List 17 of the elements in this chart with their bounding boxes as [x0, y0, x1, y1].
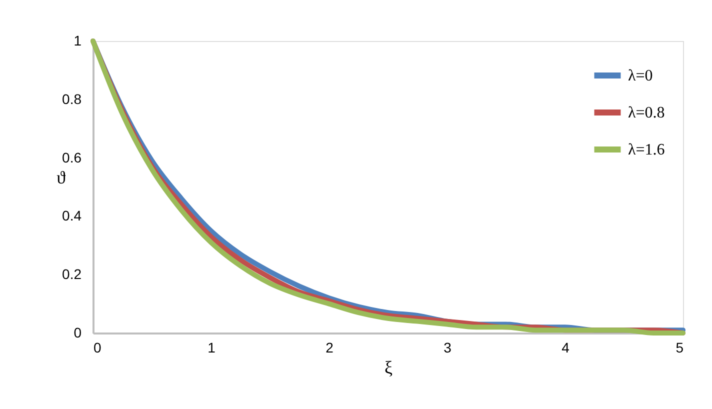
legend-label: λ=0 — [628, 68, 653, 84]
y-tick-label: 0 — [74, 324, 82, 340]
x-tick-label: 1 — [208, 340, 216, 356]
x-tick-label: 2 — [326, 340, 334, 356]
x-tick-label: 3 — [444, 340, 452, 356]
y-tick-label: 0.4 — [62, 208, 82, 224]
y-tick-label: 1 — [74, 32, 82, 48]
x-axis-title: ξ — [384, 358, 393, 378]
legend-label: λ=0.8 — [628, 104, 665, 122]
legend-label: λ=1.6 — [628, 142, 665, 158]
x-tick-label: 4 — [562, 340, 570, 356]
y-axis-title: ϑ — [56, 168, 66, 188]
y-tick-label: 0.6 — [62, 149, 82, 166]
y-tick-label: 0.2 — [62, 266, 82, 282]
x-tick-label: 0 — [94, 340, 102, 356]
y-tick-label: 0.8 — [62, 90, 82, 107]
x-tick-label: 5 — [676, 340, 684, 356]
